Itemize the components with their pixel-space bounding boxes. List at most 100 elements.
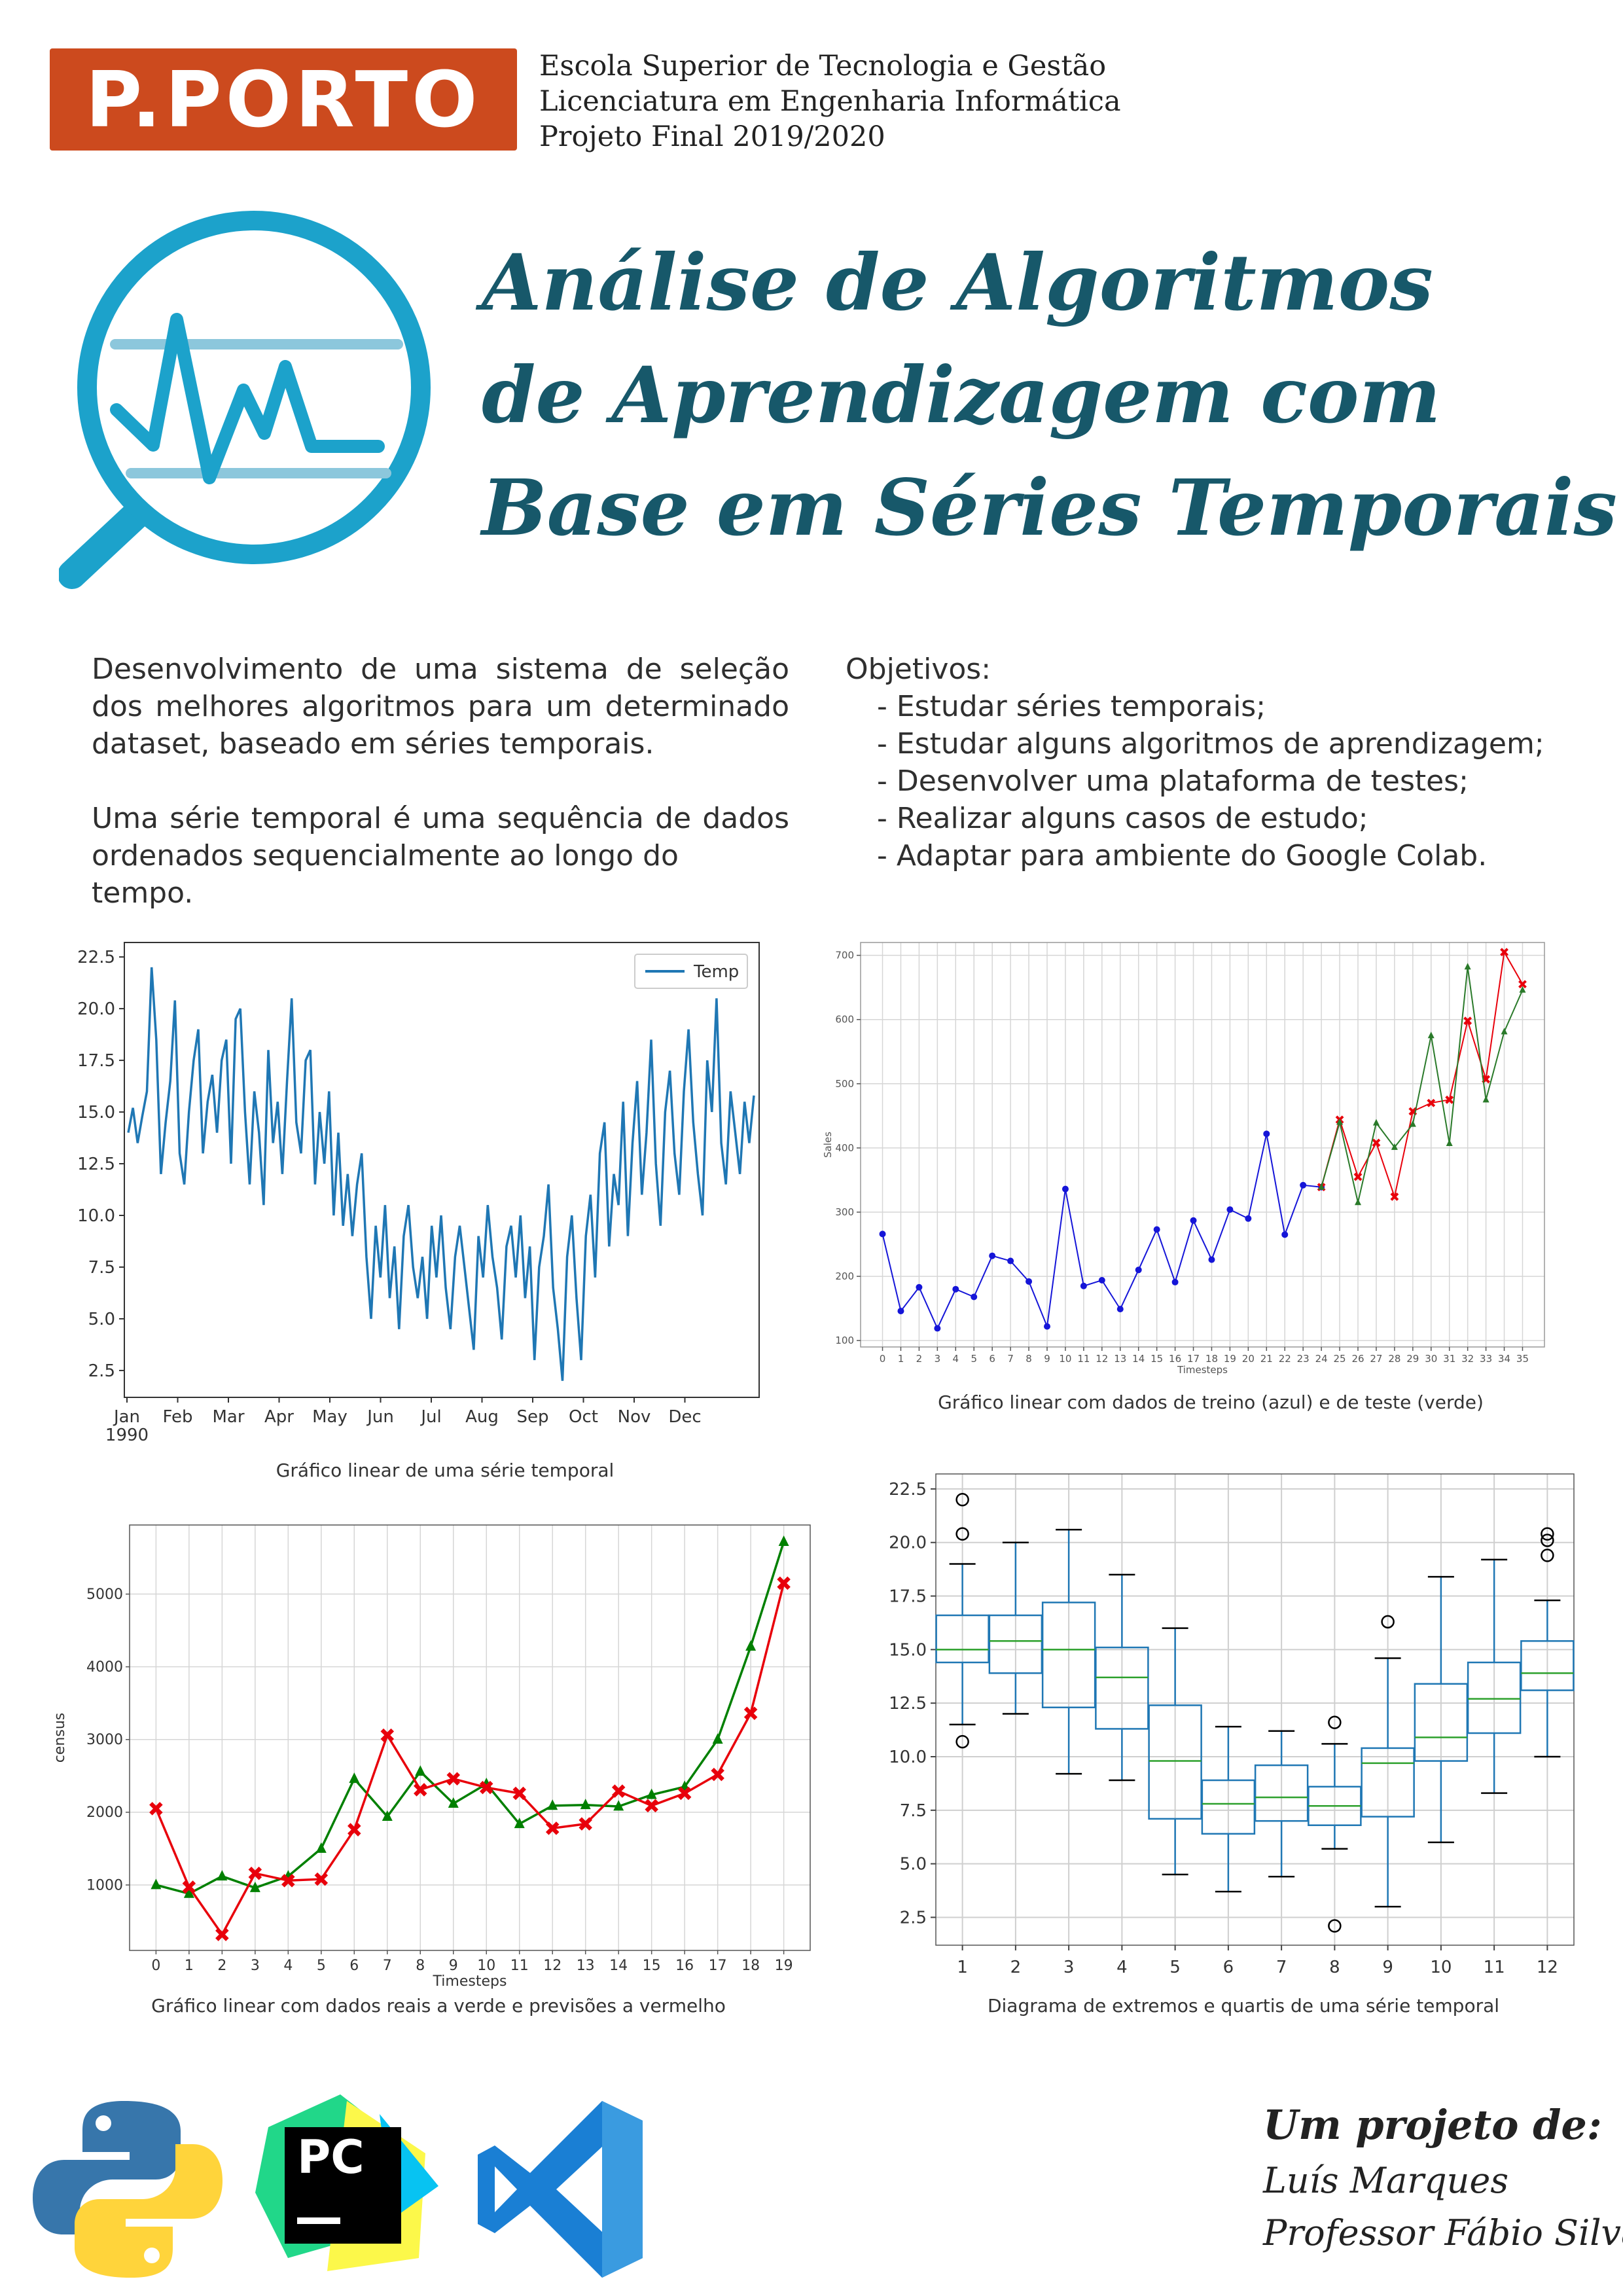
data-point — [1336, 1118, 1344, 1125]
y-tick-label: 15.0 — [889, 1640, 927, 1660]
data-point — [613, 1800, 624, 1811]
y-tick-label: 12.5 — [889, 1694, 927, 1713]
x-tick-label: 13 — [577, 1958, 595, 1974]
pporto-logo: P.PORTO — [50, 48, 517, 151]
x-tick-label: 13 — [1114, 1353, 1126, 1365]
x-tick-label: 20 — [1242, 1353, 1255, 1365]
y-tick-label: 17.5 — [77, 1051, 115, 1071]
y-tick-label: 12.5 — [77, 1155, 115, 1174]
degree-name: Licenciatura em Engenharia Informática — [539, 85, 1121, 118]
data-point — [1353, 1172, 1363, 1181]
x-tick-label: 4 — [1116, 1958, 1128, 1977]
data-point — [182, 1880, 196, 1894]
objective-item: - Realizar alguns casos de estudo; — [877, 802, 1368, 835]
svg-text:PC: PC — [297, 2130, 365, 2184]
x-tick-label: 12 — [1537, 1958, 1558, 1977]
x-tick-label: Sep — [516, 1407, 548, 1427]
x-tick-label: 11 — [1077, 1353, 1090, 1365]
plot-area — [860, 942, 1545, 1348]
objective-item: - Estudar séries temporais; — [877, 690, 1266, 723]
y-tick-label: 22.5 — [889, 1480, 927, 1499]
data-point — [1391, 1143, 1398, 1150]
series-line — [154, 1583, 785, 1937]
x-tick-label: Aug — [465, 1407, 499, 1427]
data-point — [952, 1285, 959, 1293]
intro-line: dataset, baseado em séries temporais. — [92, 727, 654, 761]
x-tick-label: 5 — [317, 1958, 326, 1974]
y-tick-label: 22.5 — [77, 948, 115, 967]
data-point — [514, 1818, 525, 1829]
y-tick-label: 20.0 — [889, 1534, 927, 1553]
plot-area — [935, 1473, 1575, 1946]
data-point — [1518, 980, 1527, 989]
data-point — [1300, 1181, 1307, 1189]
box — [1148, 1704, 1202, 1820]
x-tick-label: 4 — [283, 1958, 293, 1974]
objective-item: - Adaptar para ambiente do Google Colab. — [877, 839, 1488, 872]
x-tick-label: Mar — [212, 1407, 244, 1427]
x-tick-label: 1990 — [105, 1426, 149, 1445]
data-point — [1445, 1095, 1454, 1104]
outlier-point — [1541, 1549, 1554, 1562]
data-point — [1080, 1282, 1087, 1289]
outlier-point — [1541, 1534, 1554, 1547]
x-tick-label: 6 — [349, 1958, 359, 1974]
x-tick-label: 9 — [449, 1958, 458, 1974]
x-tick-label: 17 — [1187, 1353, 1200, 1365]
project-year: Projeto Final 2019/2020 — [539, 120, 885, 153]
data-point — [1408, 1107, 1418, 1116]
x-tick-label: 12 — [1096, 1353, 1108, 1365]
legend: Temp — [634, 954, 748, 989]
y-tick-label: 10.0 — [889, 1748, 927, 1767]
outlier-point — [955, 1734, 969, 1749]
x-tick-label: 18 — [741, 1958, 760, 1974]
x-tick-label: 29 — [1406, 1353, 1419, 1365]
x-tick-label: Oct — [569, 1407, 598, 1427]
x-tick-label: 8 — [1329, 1958, 1340, 1977]
title-line-2: de Aprendizagem com — [482, 350, 1441, 440]
x-tick-label: 0 — [880, 1353, 886, 1365]
x-tick-label: 0 — [151, 1958, 160, 1974]
x-tick-label: 22 — [1279, 1353, 1291, 1365]
data-point — [1372, 1119, 1380, 1126]
x-tick-label: 6 — [989, 1353, 995, 1365]
data-point — [349, 1772, 360, 1784]
y-tick-label: 17.5 — [889, 1587, 927, 1607]
x-axis-label: Timesteps — [1177, 1364, 1228, 1376]
data-point — [248, 1866, 262, 1880]
y-tick-label: 2.5 — [900, 1908, 927, 1928]
x-tick-label: 7 — [383, 1958, 392, 1974]
data-point — [1519, 986, 1526, 993]
data-point — [217, 1870, 228, 1881]
data-point — [1372, 1138, 1381, 1147]
x-tick-label: 27 — [1370, 1353, 1382, 1365]
series-line-temp — [127, 967, 755, 1381]
x-tick-label: Apr — [264, 1407, 294, 1427]
data-point — [934, 1325, 941, 1332]
data-point — [1245, 1215, 1252, 1222]
data-point — [1116, 1306, 1124, 1313]
x-tick-label: 23 — [1297, 1353, 1310, 1365]
x-tick-label: Jul — [419, 1407, 441, 1427]
data-point — [545, 1821, 560, 1835]
y-axis-label: Sales — [822, 1132, 834, 1158]
x-tick-label: 2 — [217, 1958, 226, 1974]
logo-text: P.PORTO — [85, 54, 482, 145]
x-tick-label: 32 — [1461, 1353, 1474, 1365]
credits-heading: Um projeto de: — [1263, 2101, 1602, 2149]
x-axis-label: Timesteps — [433, 1973, 507, 1990]
x-tick-label: 1 — [185, 1958, 194, 1974]
x-tick-label: 35 — [1516, 1353, 1529, 1365]
x-tick-label: 9 — [1382, 1958, 1393, 1977]
y-tick-label: 1000 — [86, 1877, 123, 1893]
x-tick-label: 6 — [1223, 1958, 1234, 1977]
data-point — [580, 1799, 591, 1810]
data-point — [281, 1874, 295, 1888]
data-point — [415, 1765, 426, 1776]
x-tick-label: 12 — [543, 1958, 562, 1974]
x-tick-label: 21 — [1260, 1353, 1273, 1365]
data-point — [1427, 1031, 1435, 1039]
data-point — [446, 1772, 461, 1786]
